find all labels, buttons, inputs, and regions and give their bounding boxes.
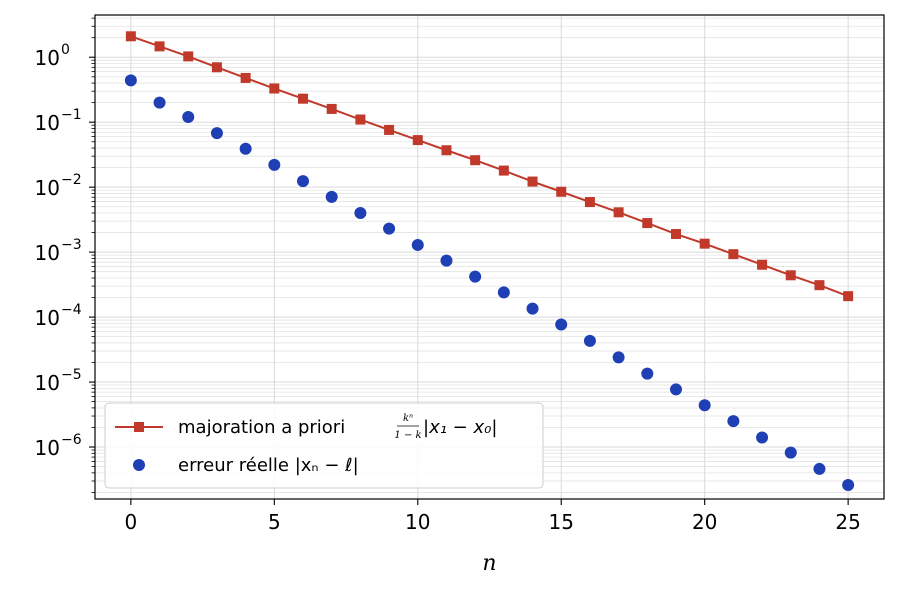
point-erreur [842,479,855,492]
point-majoration [384,124,395,135]
point-erreur [210,127,223,140]
y-tick-label: 10 [35,436,60,460]
y-tick-label: 10 [35,111,60,135]
point-majoration [642,218,653,229]
legend: majoration a priori kⁿ 1 − k |x₁ − x₀| e… [104,402,544,489]
point-majoration [240,72,251,83]
y-tick-label: 10 [35,46,60,70]
series-layer [124,31,855,492]
point-erreur [583,334,596,347]
axes: 10 010 −110 −210 −310 −410 −510 −60 5 10 15 20 25 [35,17,861,534]
point-erreur [497,286,510,299]
point-erreur [526,302,539,315]
point-majoration [757,259,768,270]
point-majoration [154,41,165,52]
y-tick-label: 10 [35,371,60,395]
point-erreur [239,142,252,155]
plot-frame [94,14,885,500]
legend-fraction-denominator: 1 − k [394,430,421,441]
point-erreur [182,111,195,124]
point-erreur [813,462,826,475]
point-erreur [727,415,740,428]
x-tick-label: 20 [692,510,717,534]
point-majoration [728,249,739,260]
point-erreur [469,270,482,283]
x-tick-label: 5 [268,510,281,534]
point-majoration [326,103,337,114]
legend-fraction-numerator: kⁿ [403,413,413,424]
point-erreur [297,175,310,188]
point-majoration [498,165,509,176]
legend-marker-erreur [133,459,145,471]
y-tick-label-exponent: −3 [61,237,82,253]
point-erreur [268,158,281,171]
point-erreur [124,74,137,87]
point-erreur [756,431,769,444]
point-majoration [527,176,538,187]
point-majoration [814,280,825,291]
point-erreur [555,318,568,331]
y-tick-label: 10 [35,176,60,200]
y-tick-label-exponent: −1 [61,107,82,123]
point-majoration [298,93,309,104]
y-tick-label-exponent: 0 [61,42,70,58]
x-axis-label: n [482,551,496,576]
x-tick-label: 25 [835,510,860,534]
legend-label-erreur: erreur réelle |xₙ − ℓ| [178,455,359,476]
point-majoration [470,155,481,166]
legend-marker-majoration [134,422,144,432]
point-erreur [612,351,625,364]
y-tick-label-exponent: −5 [61,367,82,383]
point-majoration [613,207,624,218]
point-erreur [153,96,166,109]
point-majoration [670,229,681,240]
point-majoration [843,291,854,302]
point-erreur [784,446,797,459]
point-majoration [269,83,280,94]
point-majoration [211,62,222,73]
x-tick-label: 10 [405,510,430,534]
legend-label-majoration-suffix: |x₁ − x₀| [423,417,497,438]
point-majoration [556,186,567,197]
legend-box [104,402,544,489]
y-tick-label: 10 [35,306,60,330]
point-majoration [699,238,710,249]
x-tick-label: 15 [549,510,574,534]
y-tick-label-exponent: −4 [61,302,82,318]
y-tick-label-exponent: −2 [61,172,82,188]
point-majoration [125,31,136,42]
point-erreur [440,254,453,267]
point-erreur [669,383,682,396]
point-erreur [698,399,711,412]
point-majoration [183,51,194,62]
x-tick-label: 0 [124,510,137,534]
point-majoration [584,197,595,208]
point-majoration [412,135,423,146]
legend-label-majoration: majoration a priori [178,417,345,438]
point-erreur [411,238,424,251]
y-tick-label-exponent: −6 [61,432,82,448]
point-majoration [785,270,796,281]
point-erreur [354,207,367,220]
point-majoration [441,145,452,156]
point-majoration [355,114,366,125]
point-erreur [641,367,654,380]
y-tick-label: 10 [35,241,60,265]
point-erreur [325,190,338,203]
point-erreur [383,222,396,235]
